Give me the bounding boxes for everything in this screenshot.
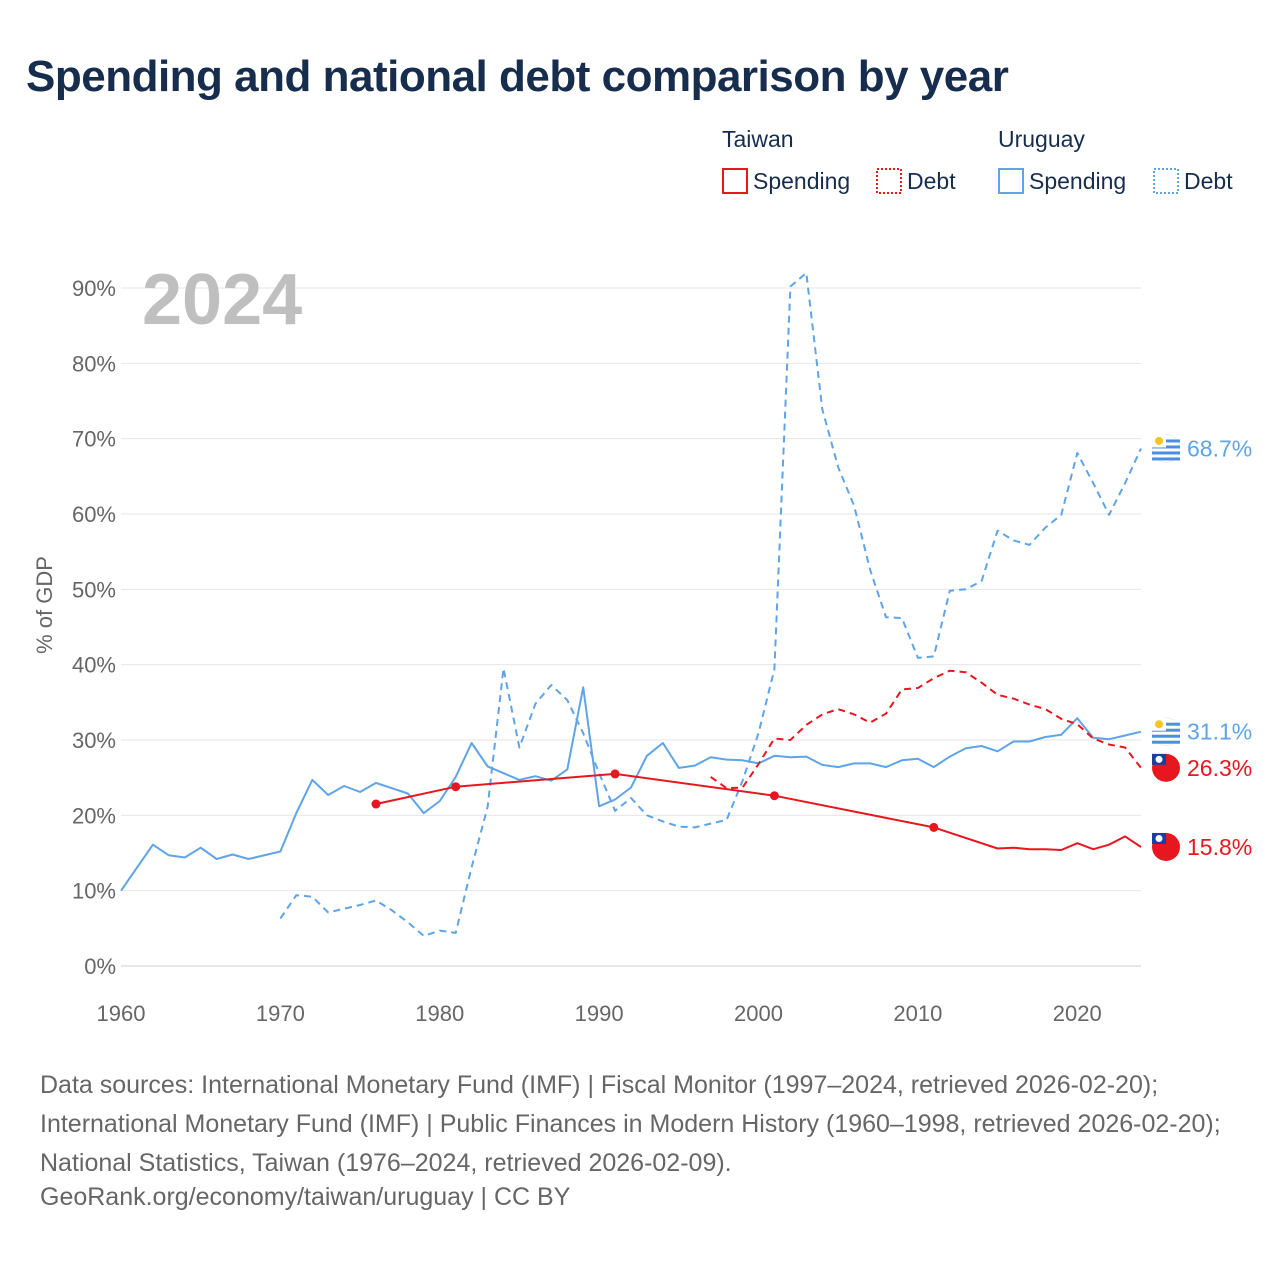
y-tick-label: 40% bbox=[72, 653, 116, 678]
series-lines bbox=[120, 271, 1142, 937]
data-sources: Data sources: International Monetary Fun… bbox=[40, 1071, 1221, 1177]
series-markers bbox=[371, 769, 939, 832]
legend-swatch-taiwan-spending[interactable] bbox=[722, 168, 748, 194]
x-axis-ticks: 1960 1970 1980 1990 2000 2010 2020 bbox=[97, 1001, 1102, 1026]
y-tick-label: 90% bbox=[72, 276, 116, 301]
x-tick-label: 1960 bbox=[97, 1001, 146, 1026]
uruguay-spending-line[interactable] bbox=[120, 686, 1142, 892]
y-tick-label: 70% bbox=[72, 427, 116, 452]
taiwan-spending-end-label: 15.8% bbox=[1187, 834, 1252, 860]
chart: 2024 0%10%20%30%40%50%60%70%80%90% 1960 1… bbox=[32, 126, 1252, 1026]
taiwan-spending-line[interactable] bbox=[375, 772, 1142, 851]
uruguay-flag-icon bbox=[1151, 434, 1181, 463]
y-tick-label: 0% bbox=[84, 954, 116, 979]
end-labels: 31.1% 68.7% 15.8% 26.3% bbox=[1151, 434, 1252, 861]
y-axis-label: % of GDP bbox=[32, 556, 57, 654]
legend-label-taiwan-spending[interactable]: Spending bbox=[753, 168, 850, 194]
y-tick-label: 60% bbox=[72, 502, 116, 527]
y-tick-label: 20% bbox=[72, 803, 116, 828]
gridlines bbox=[121, 287, 1141, 967]
taiwan-spending-point[interactable] bbox=[371, 799, 381, 809]
legend-label-uruguay-spending[interactable]: Spending bbox=[1029, 168, 1126, 194]
taiwan-spending-point[interactable] bbox=[769, 791, 779, 801]
legend-swatch-taiwan-debt[interactable] bbox=[876, 168, 902, 194]
y-tick-label: 50% bbox=[72, 577, 116, 602]
taiwan-debt-line[interactable] bbox=[710, 669, 1142, 790]
taiwan-spending-point[interactable] bbox=[610, 769, 620, 779]
y-tick-label: 30% bbox=[72, 728, 116, 753]
uruguay-debt-end-label: 68.7% bbox=[1187, 435, 1252, 461]
uruguay-flag-icon bbox=[1151, 717, 1181, 746]
x-tick-label: 1980 bbox=[415, 1001, 464, 1026]
legend-group-taiwan[interactable]: Taiwan bbox=[722, 126, 794, 152]
uruguay-spending-end-label: 31.1% bbox=[1187, 719, 1252, 745]
year-watermark: 2024 bbox=[142, 260, 302, 340]
legend-label-taiwan-debt[interactable]: Debt bbox=[907, 168, 956, 194]
legend-swatch-uruguay-spending[interactable] bbox=[998, 168, 1024, 194]
uruguay-debt-line[interactable] bbox=[279, 271, 1142, 937]
taiwan-spending-point[interactable] bbox=[451, 782, 461, 792]
taiwan-spending-point[interactable] bbox=[929, 822, 939, 832]
taiwan-flag-icon bbox=[1152, 753, 1180, 782]
y-tick-label: 80% bbox=[72, 351, 116, 376]
legend-group-uruguay[interactable]: Uruguay bbox=[998, 126, 1085, 152]
y-axis-ticks: 0% 10% 20% 30% 40% 50% 60% 70% 80% 90% bbox=[72, 276, 116, 979]
x-tick-label: 1990 bbox=[575, 1001, 624, 1026]
x-tick-label: 2000 bbox=[734, 1001, 783, 1026]
x-tick-label: 1970 bbox=[256, 1001, 305, 1026]
legend-swatch-uruguay-debt[interactable] bbox=[1153, 168, 1179, 194]
x-tick-label: 2010 bbox=[893, 1001, 942, 1026]
taiwan-flag-icon bbox=[1152, 832, 1180, 861]
legend: Taiwan Spending Debt Uruguay Spending De… bbox=[722, 126, 1233, 194]
taiwan-debt-end-label: 26.3% bbox=[1187, 755, 1252, 781]
attribution-link[interactable]: GeoRank.org/economy/taiwan/uruguay | CC … bbox=[40, 1183, 571, 1211]
page-title: Spending and national debt comparison by… bbox=[26, 52, 1009, 101]
x-tick-label: 2020 bbox=[1053, 1001, 1102, 1026]
legend-label-uruguay-debt[interactable]: Debt bbox=[1184, 168, 1233, 194]
y-tick-label: 10% bbox=[72, 879, 116, 904]
